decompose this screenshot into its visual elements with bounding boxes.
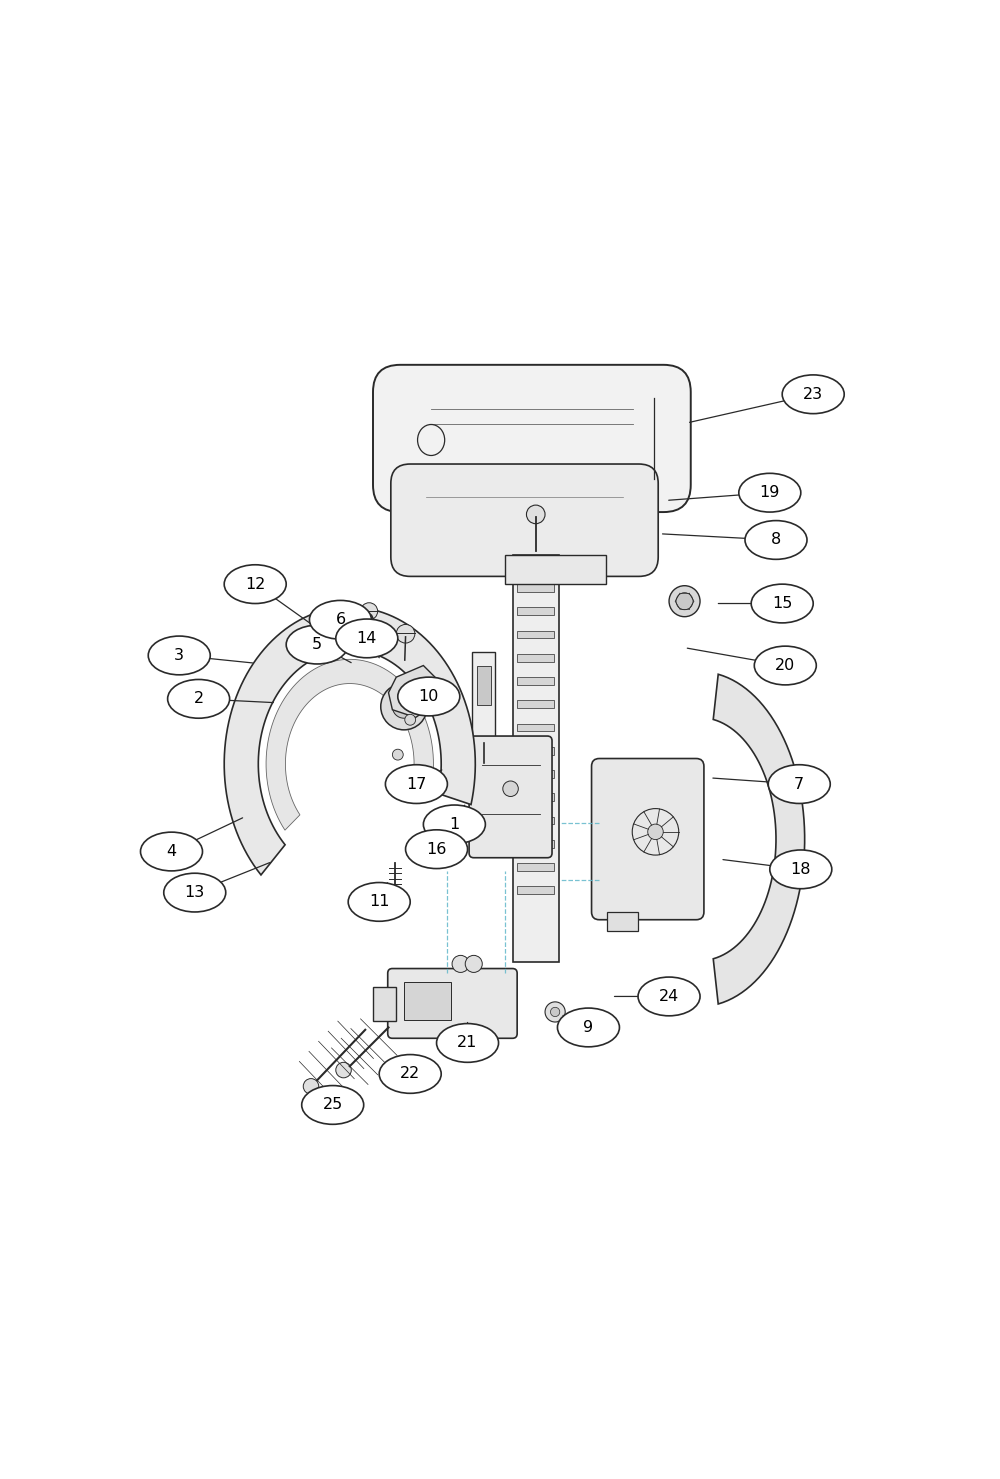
Text: 3: 3 (174, 648, 184, 663)
Circle shape (503, 781, 518, 797)
Polygon shape (388, 666, 439, 717)
Polygon shape (713, 674, 805, 1004)
Circle shape (336, 1062, 351, 1078)
Polygon shape (505, 555, 606, 584)
Polygon shape (517, 771, 554, 778)
Ellipse shape (148, 636, 210, 674)
Ellipse shape (385, 765, 447, 803)
Polygon shape (517, 747, 554, 754)
Text: 18: 18 (791, 862, 811, 877)
Ellipse shape (164, 873, 226, 913)
Text: 24: 24 (659, 989, 679, 1004)
Text: 8: 8 (771, 532, 781, 547)
Text: 21: 21 (457, 1035, 478, 1050)
Circle shape (465, 955, 482, 972)
Ellipse shape (770, 850, 832, 889)
Circle shape (405, 714, 416, 725)
Circle shape (381, 683, 427, 729)
Circle shape (452, 955, 469, 972)
Ellipse shape (398, 677, 460, 716)
Polygon shape (517, 840, 554, 847)
Text: 7: 7 (794, 776, 804, 791)
Polygon shape (517, 723, 554, 732)
Ellipse shape (423, 805, 485, 845)
Ellipse shape (638, 978, 700, 1016)
Polygon shape (517, 630, 554, 639)
Text: 20: 20 (775, 658, 795, 673)
Polygon shape (373, 986, 396, 1021)
Text: 15: 15 (772, 596, 792, 611)
Circle shape (396, 624, 415, 643)
Ellipse shape (768, 765, 830, 803)
Polygon shape (404, 982, 450, 1019)
Polygon shape (517, 608, 554, 615)
Circle shape (392, 695, 416, 719)
Text: 1: 1 (449, 816, 460, 831)
FancyBboxPatch shape (388, 969, 517, 1038)
Polygon shape (607, 913, 638, 932)
FancyBboxPatch shape (391, 464, 658, 577)
Ellipse shape (168, 679, 230, 719)
Text: 5: 5 (312, 637, 322, 652)
Ellipse shape (348, 883, 410, 921)
Ellipse shape (557, 1009, 619, 1047)
Ellipse shape (224, 565, 286, 603)
Polygon shape (517, 677, 554, 685)
Text: 14: 14 (357, 632, 377, 646)
Ellipse shape (286, 626, 348, 664)
Text: 17: 17 (406, 776, 427, 791)
Ellipse shape (751, 584, 813, 623)
Circle shape (361, 603, 378, 620)
Circle shape (550, 1007, 560, 1016)
Circle shape (676, 593, 693, 609)
Ellipse shape (782, 374, 844, 414)
Polygon shape (472, 652, 495, 741)
Text: 4: 4 (166, 845, 177, 859)
Polygon shape (224, 606, 475, 876)
Text: 6: 6 (335, 612, 346, 627)
Circle shape (648, 824, 663, 840)
Ellipse shape (754, 646, 816, 685)
Circle shape (545, 1001, 565, 1022)
Ellipse shape (418, 424, 445, 456)
Ellipse shape (739, 473, 801, 512)
Circle shape (669, 586, 700, 617)
Ellipse shape (437, 1023, 499, 1062)
Text: 11: 11 (369, 895, 389, 910)
Text: 9: 9 (583, 1021, 594, 1035)
Text: 22: 22 (400, 1066, 420, 1081)
FancyBboxPatch shape (592, 759, 704, 920)
Polygon shape (512, 555, 559, 963)
Text: 19: 19 (760, 485, 780, 500)
Polygon shape (517, 864, 554, 871)
FancyBboxPatch shape (469, 737, 552, 858)
Text: 16: 16 (426, 842, 447, 856)
Polygon shape (517, 793, 554, 802)
Text: 2: 2 (194, 691, 204, 707)
Ellipse shape (302, 1086, 364, 1124)
Polygon shape (517, 584, 554, 592)
Circle shape (476, 759, 492, 774)
Text: 10: 10 (419, 689, 439, 704)
Circle shape (303, 1078, 319, 1094)
Polygon shape (477, 667, 491, 705)
Text: 25: 25 (323, 1097, 343, 1112)
Circle shape (392, 750, 403, 760)
Ellipse shape (745, 521, 807, 559)
Ellipse shape (309, 600, 371, 639)
Text: 23: 23 (803, 387, 823, 402)
Polygon shape (517, 654, 554, 661)
Ellipse shape (140, 833, 202, 871)
FancyBboxPatch shape (373, 365, 691, 512)
Polygon shape (517, 701, 554, 708)
Polygon shape (517, 886, 554, 895)
Ellipse shape (379, 1055, 441, 1093)
Polygon shape (517, 816, 554, 824)
Ellipse shape (336, 620, 398, 658)
Text: 12: 12 (245, 577, 265, 592)
Circle shape (526, 506, 545, 524)
Polygon shape (266, 660, 433, 830)
Ellipse shape (406, 830, 468, 868)
Text: 13: 13 (185, 884, 205, 901)
